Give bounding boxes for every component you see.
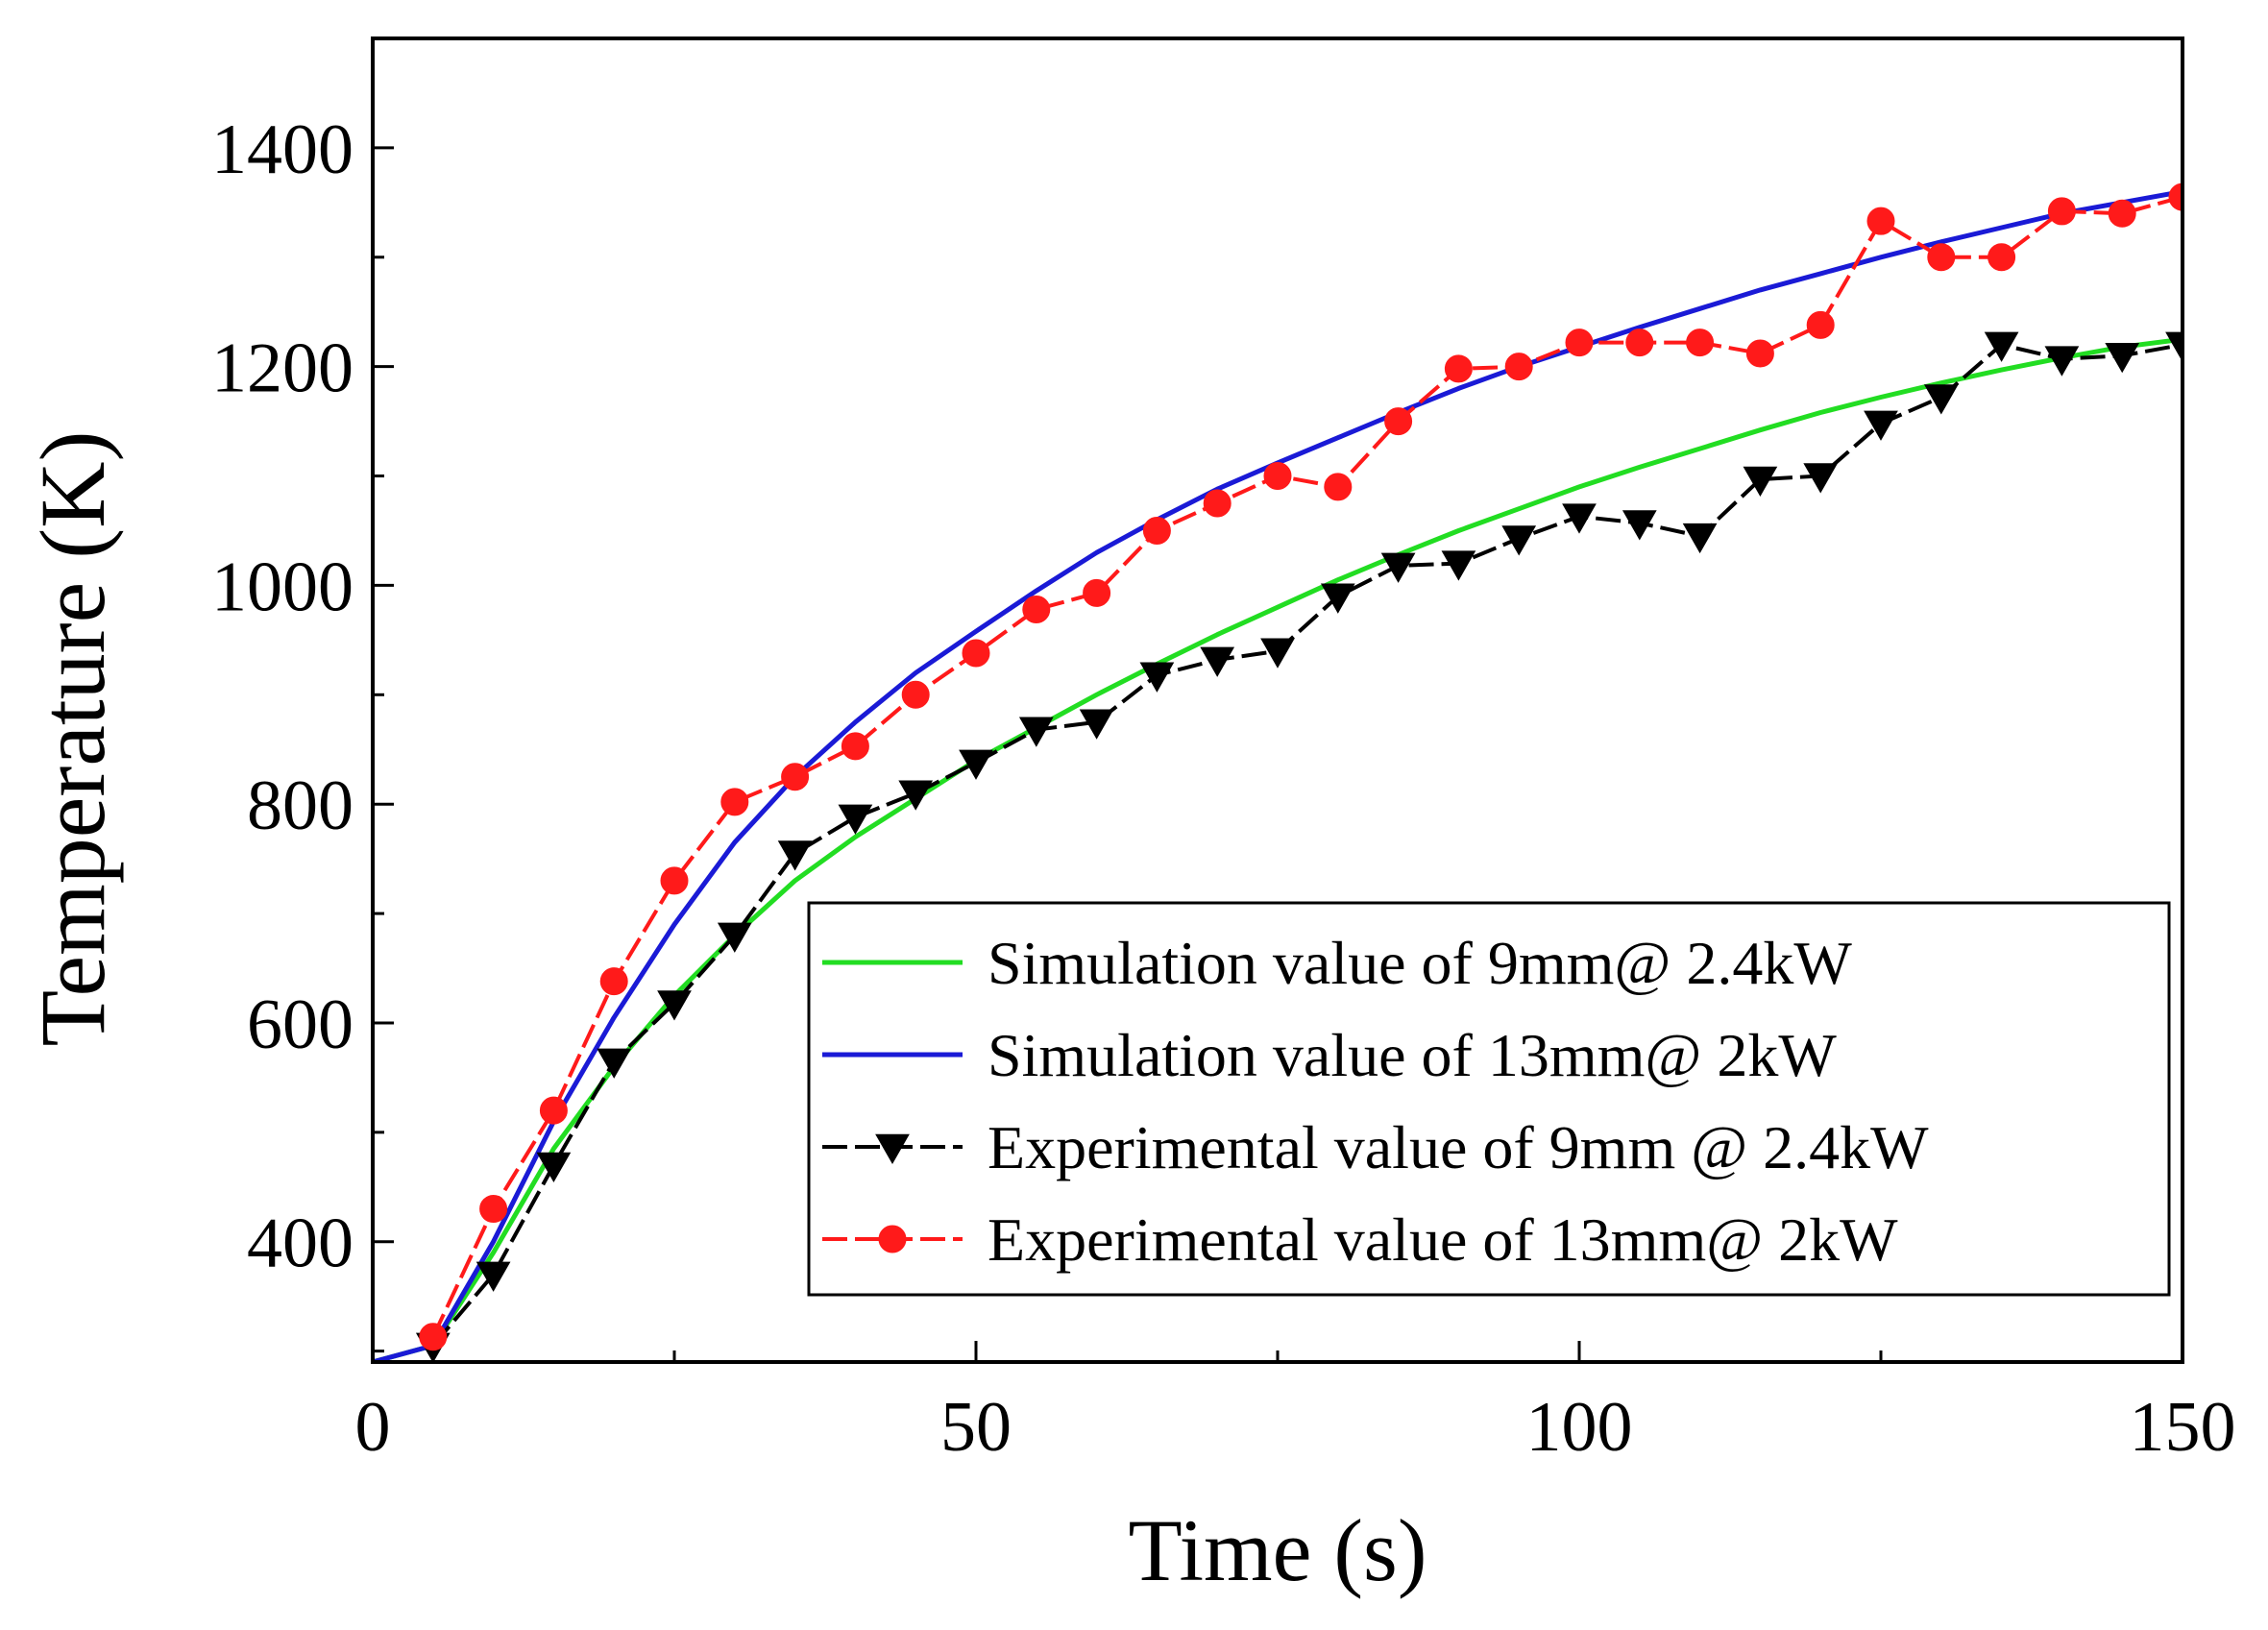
data-point-triangle <box>777 840 813 871</box>
legend-entry: Experimental value of 13mm@ 2kW <box>822 1205 1898 1274</box>
x-tick-label: 0 <box>355 1388 391 1467</box>
x-tick-label: 100 <box>1526 1388 1633 1467</box>
data-point-circle <box>1866 207 1895 235</box>
data-point-triangle <box>959 749 993 780</box>
y-tick-label: 600 <box>247 985 354 1064</box>
x-axis-title: Time (s) <box>1129 1501 1427 1599</box>
data-point-triangle <box>1200 646 1235 677</box>
data-point-circle <box>1565 328 1594 357</box>
legend-label: Experimental value of 13mm@ 2kW <box>988 1205 1898 1274</box>
data-point-circle <box>1504 353 1533 381</box>
data-point-circle <box>1022 595 1051 623</box>
data-point-triangle <box>1501 525 1537 556</box>
data-point-circle <box>2108 199 2136 228</box>
data-point-triangle <box>875 1133 910 1165</box>
data-point-circle <box>539 1096 568 1125</box>
data-point-circle <box>1324 473 1353 501</box>
y-axis-ticks: 400 600 800 1000 1200 1400 <box>211 36 394 1353</box>
data-point-circle <box>1263 462 1292 491</box>
data-point-circle <box>599 967 628 996</box>
data-point-circle <box>841 732 869 761</box>
data-point-circle <box>781 763 810 791</box>
data-point-triangle <box>597 1048 632 1079</box>
data-point-triangle <box>898 780 934 811</box>
data-point-circle <box>1927 243 1956 272</box>
data-point-triangle <box>536 1152 572 1183</box>
data-point-triangle <box>1441 550 1476 581</box>
x-axis-ticks: 0 50 100 150 <box>355 1341 2236 1467</box>
x-tick-label: 150 <box>2130 1388 2236 1467</box>
data-point-circle <box>1745 339 1774 368</box>
data-point-triangle <box>476 1261 511 1292</box>
legend-entry: Experimental value of 9mm @ 2.4kW <box>822 1113 1929 1181</box>
series-3 <box>419 182 2183 1351</box>
data-point-circle <box>901 680 930 709</box>
series-2 <box>415 331 2183 1362</box>
data-point-circle <box>878 1225 907 1253</box>
data-point-circle <box>1083 578 1111 607</box>
data-point-triangle <box>717 922 752 953</box>
data-point-triangle <box>2165 331 2183 362</box>
y-tick-label: 400 <box>247 1204 354 1283</box>
data-point-circle <box>1988 243 2016 272</box>
data-point-triangle <box>1380 552 1416 583</box>
data-point-circle <box>720 788 749 816</box>
legend-entry: Simulation value of 9mm@ 2.4kW <box>822 929 1852 997</box>
data-point-circle <box>479 1195 508 1224</box>
data-point-triangle <box>657 990 692 1021</box>
y-tick-label: 1200 <box>211 329 354 408</box>
data-point-triangle <box>1743 466 1778 497</box>
legend-entry: Simulation value of 13mm@ 2kW <box>822 1021 1837 1089</box>
data-point-circle <box>1142 516 1171 545</box>
y-tick-label: 800 <box>247 766 354 845</box>
data-point-circle <box>419 1323 448 1351</box>
data-point-circle <box>1203 489 1232 518</box>
series-layer <box>373 182 2183 1362</box>
data-point-circle <box>962 639 990 668</box>
legend-box <box>807 901 2171 1297</box>
legend-label: Experimental value of 9mm @ 2.4kW <box>988 1113 1929 1181</box>
x-tick-label: 50 <box>940 1388 1012 1467</box>
data-point-circle <box>2047 197 2076 226</box>
data-point-triangle <box>1923 384 1959 415</box>
data-point-triangle <box>1079 709 1114 740</box>
data-point-triangle <box>1984 331 2019 362</box>
data-point-triangle <box>1139 662 1175 693</box>
data-point-triangle <box>1320 583 1355 614</box>
data-point-circle <box>1444 354 1473 383</box>
data-point-triangle <box>1864 410 1898 441</box>
y-tick-label: 1400 <box>211 110 354 189</box>
data-point-circle <box>1806 310 1835 339</box>
data-point-circle <box>2168 182 2183 211</box>
data-point-triangle <box>1682 523 1718 554</box>
data-point-circle <box>660 866 689 895</box>
data-point-circle <box>1384 407 1413 436</box>
data-point-triangle <box>2044 346 2080 377</box>
data-point-triangle <box>838 804 873 835</box>
data-point-triangle <box>1803 463 1839 494</box>
data-point-triangle <box>1260 638 1295 669</box>
data-point-circle <box>1625 328 1654 357</box>
legend: Simulation value of 9mm@ 2.4kW Simulation… <box>807 901 2171 1297</box>
data-point-triangle <box>2105 343 2140 374</box>
legend-label: Simulation value of 13mm@ 2kW <box>988 1021 1837 1089</box>
data-point-triangle <box>1622 510 1657 541</box>
data-point-triangle <box>1018 717 1054 747</box>
y-axis-title: Temperature (K) <box>21 431 124 1047</box>
y-tick-label: 1000 <box>211 547 354 626</box>
data-point-triangle <box>1562 503 1597 534</box>
data-point-circle <box>1686 328 1715 357</box>
legend-label: Simulation value of 9mm@ 2.4kW <box>988 929 1852 997</box>
